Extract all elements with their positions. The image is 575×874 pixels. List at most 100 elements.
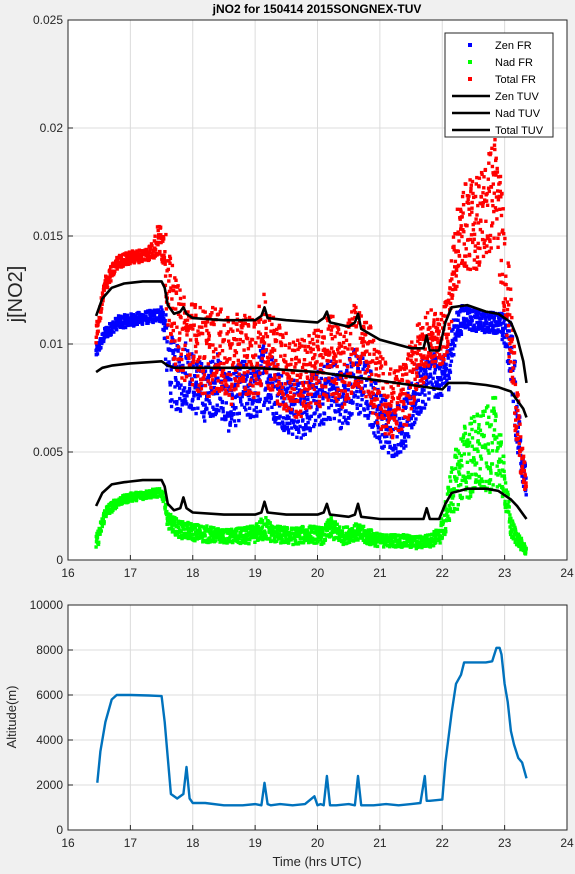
data-point: [418, 334, 423, 338]
data-point: [519, 461, 523, 466]
data-point: [249, 390, 253, 395]
data-point: [267, 400, 272, 404]
data-point: [333, 520, 337, 524]
data-point: [423, 315, 428, 320]
data-point: [271, 539, 275, 543]
data-point: [198, 305, 202, 310]
data-point: [302, 390, 306, 394]
data-point: [343, 383, 347, 388]
data-point: [423, 334, 427, 338]
data-point: [166, 267, 170, 272]
data-point: [381, 533, 385, 537]
data-point: [335, 522, 339, 526]
data-point: [296, 427, 301, 431]
data-point: [244, 333, 248, 337]
data-point: [444, 366, 448, 371]
data-point: [96, 322, 100, 326]
data-point: [170, 335, 174, 339]
data-point: [174, 348, 178, 352]
data-point: [460, 439, 465, 443]
data-point: [359, 380, 364, 384]
data-point: [181, 520, 185, 524]
data-point: [337, 392, 342, 397]
data-point: [339, 372, 343, 376]
data-point: [229, 417, 234, 421]
data-point: [454, 338, 458, 342]
data-point: [105, 284, 109, 288]
data-point: [328, 417, 332, 421]
data-point: [313, 411, 317, 415]
data-point: [383, 409, 387, 413]
data-point: [514, 529, 518, 533]
data-point: [232, 372, 236, 376]
data-point: [308, 427, 312, 431]
data-point: [99, 529, 103, 533]
data-point: [355, 354, 359, 359]
data-point: [422, 388, 426, 392]
data-point: [367, 392, 371, 396]
data-point: [384, 424, 389, 428]
data-point: [318, 531, 322, 535]
data-point: [492, 324, 497, 328]
data-point: [367, 352, 372, 356]
data-point: [407, 435, 411, 439]
data-point: [332, 357, 336, 362]
data-point: [244, 408, 248, 412]
data-point: [426, 354, 430, 358]
data-point: [174, 291, 179, 295]
data-point: [375, 544, 380, 549]
data-point: [507, 505, 511, 509]
data-point: [321, 417, 326, 422]
data-point: [282, 527, 287, 531]
data-point: [422, 364, 426, 368]
data-point: [379, 355, 383, 359]
data-point: [384, 541, 388, 545]
data-point: [218, 310, 222, 314]
data-point: [285, 425, 290, 429]
data-point: [374, 349, 379, 353]
jno2-plot: 16 17 18 19 20 21 22 23 2400.0050.010.0150.020.0…: [5, 2, 574, 580]
data-point: [238, 392, 242, 396]
data-point: [510, 346, 514, 350]
data-point: [282, 428, 286, 432]
data-point: [397, 416, 401, 421]
data-point: [389, 407, 393, 411]
data-point: [108, 511, 112, 515]
data-point: [270, 405, 274, 409]
data-point: [281, 416, 286, 420]
data-point: [218, 361, 223, 366]
data-point: [236, 393, 240, 397]
data-point: [227, 531, 231, 535]
data-point: [275, 379, 279, 383]
data-point: [232, 388, 236, 392]
data-point: [223, 388, 228, 392]
data-point: [285, 394, 290, 398]
data-point: [168, 520, 172, 524]
data-point: [476, 431, 481, 435]
data-point: [245, 374, 249, 379]
data-point: [399, 541, 404, 545]
data-point: [181, 347, 185, 352]
data-point: [339, 407, 343, 411]
data-point: [289, 407, 294, 412]
data-point: [173, 285, 177, 289]
data-point: [234, 379, 238, 383]
data-point: [186, 536, 190, 541]
data-point: [329, 328, 334, 332]
data-point: [433, 368, 437, 372]
data-point: [102, 521, 106, 526]
data-point: [140, 494, 144, 499]
data-point: [233, 337, 237, 342]
data-point: [470, 436, 475, 440]
data-point: [368, 411, 373, 415]
data-point: [409, 416, 413, 421]
data-point: [157, 233, 161, 237]
data-point: [503, 499, 507, 504]
data-point: [209, 527, 213, 532]
data-point: [289, 402, 294, 406]
data-point: [205, 320, 210, 324]
data-point: [308, 346, 313, 350]
data-point: [451, 502, 455, 507]
data-point: [166, 323, 170, 327]
data-point: [319, 329, 323, 334]
